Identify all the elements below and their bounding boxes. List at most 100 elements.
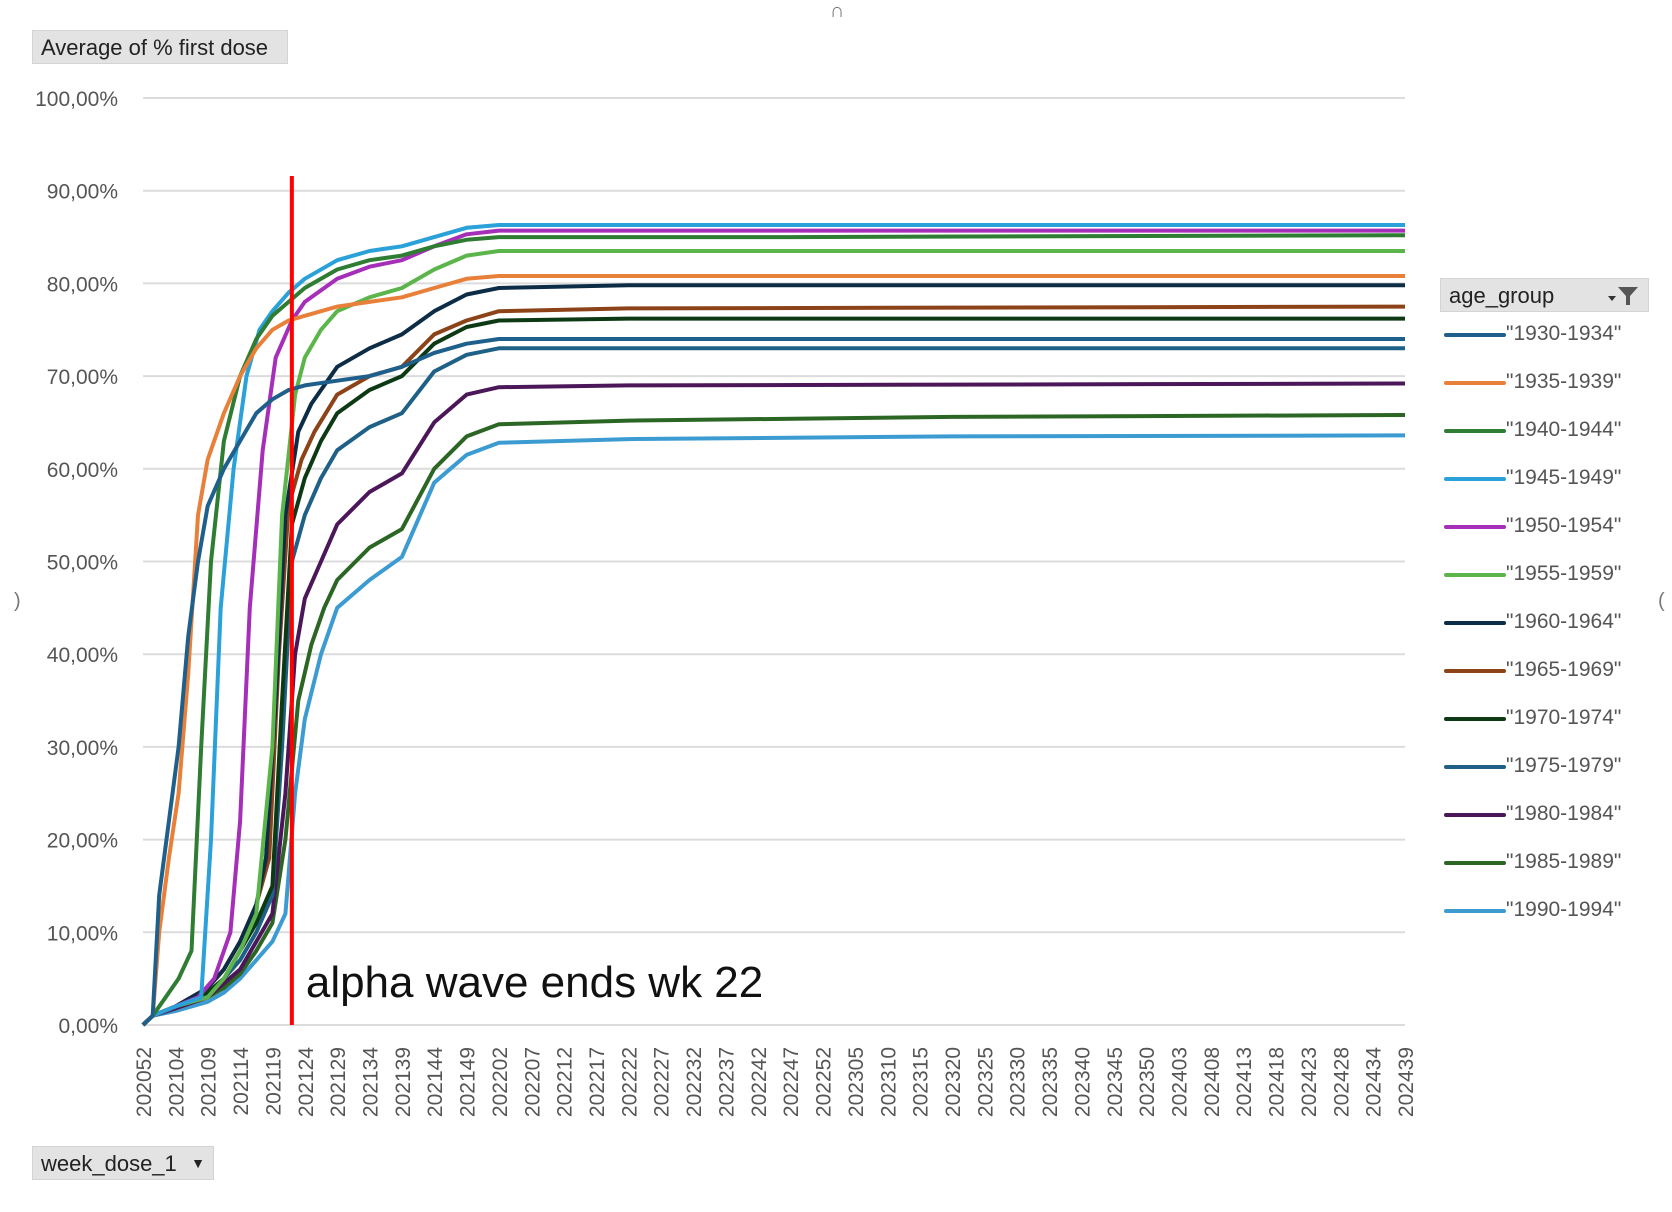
y-tick-label: 60,00% bbox=[47, 459, 118, 482]
legend-label: "1955-1959" bbox=[1506, 562, 1622, 585]
x-tick-label: 202408 bbox=[1201, 1047, 1224, 1117]
legend-swatch bbox=[1444, 909, 1506, 913]
legend-label: "1990-1994" bbox=[1506, 898, 1622, 921]
legend-item[interactable]: "1985-1989" bbox=[1444, 848, 1664, 878]
series-line bbox=[141, 274, 1405, 1027]
x-tick-label: 202232 bbox=[683, 1047, 706, 1117]
legend-item[interactable]: "1935-1939" bbox=[1444, 368, 1664, 398]
x-tick-label: 202217 bbox=[586, 1047, 609, 1117]
x-tick-label: 202242 bbox=[748, 1047, 771, 1117]
y-tick-label: 50,00% bbox=[47, 552, 118, 575]
y-tick-label: 90,00% bbox=[47, 181, 118, 204]
x-tick-label: 202104 bbox=[165, 1047, 188, 1117]
legend-item[interactable]: "1945-1949" bbox=[1444, 464, 1664, 494]
x-tick-label: 202222 bbox=[618, 1047, 641, 1117]
legend-label: "1940-1944" bbox=[1506, 418, 1622, 441]
legend-label: "1950-1954" bbox=[1506, 514, 1622, 537]
legend-filter-button[interactable]: age_group bbox=[1440, 278, 1649, 312]
legend-label: "1980-1984" bbox=[1506, 802, 1622, 825]
x-tick-label: 202212 bbox=[554, 1047, 577, 1117]
x-tick-label: 202227 bbox=[651, 1047, 674, 1117]
series-line bbox=[141, 381, 1406, 1027]
x-tick-label: 202119 bbox=[262, 1047, 285, 1116]
legend-item[interactable]: "1975-1979" bbox=[1444, 752, 1664, 782]
y-tick-label: 10,00% bbox=[47, 922, 118, 945]
legend-swatch bbox=[1444, 333, 1506, 337]
legend-swatch bbox=[1444, 861, 1506, 865]
legend-swatch bbox=[1444, 381, 1506, 385]
x-tick-label: 202144 bbox=[424, 1047, 447, 1117]
x-tick-label: 202129 bbox=[327, 1047, 350, 1117]
x-tick-label: 202310 bbox=[877, 1047, 900, 1117]
legend-swatch bbox=[1444, 573, 1506, 577]
x-tick-label: 202428 bbox=[1330, 1047, 1353, 1117]
legend-label: "1945-1949" bbox=[1506, 466, 1622, 489]
y-tick-label: 100,00% bbox=[35, 88, 118, 111]
legend-item[interactable]: "1965-1969" bbox=[1444, 656, 1664, 686]
x-tick-label: 202252 bbox=[813, 1047, 836, 1117]
x-tick-label: 202134 bbox=[360, 1047, 383, 1117]
x-tick-label: 202124 bbox=[295, 1047, 318, 1117]
x-tick-label: 202434 bbox=[1363, 1047, 1386, 1117]
x-tick-label: 202320 bbox=[942, 1047, 965, 1117]
legend-item[interactable]: "1940-1944" bbox=[1444, 416, 1664, 446]
x-tick-label: 202325 bbox=[974, 1047, 997, 1117]
annotation-text: alpha wave ends wk 22 bbox=[306, 958, 763, 1007]
y-tick-label: 30,00% bbox=[47, 737, 118, 760]
x-tick-label: 202237 bbox=[715, 1047, 738, 1117]
x-axis-field-button[interactable]: week_dose_1 ▼ bbox=[32, 1146, 214, 1180]
legend-swatch bbox=[1444, 429, 1506, 433]
legend-item[interactable]: "1970-1974" bbox=[1444, 704, 1664, 734]
x-axis-ticks: 202052 202104 202109 202114 202119 202124 2021… bbox=[133, 1047, 1418, 1117]
x-tick-label: 202418 bbox=[1266, 1047, 1289, 1117]
legend-item[interactable]: "1960-1964" bbox=[1444, 608, 1664, 638]
dropdown-arrow-icon: ▼ bbox=[191, 1155, 205, 1171]
x-tick-label: 202305 bbox=[845, 1047, 868, 1117]
legend-swatch bbox=[1444, 525, 1506, 529]
x-axis-field-label: week_dose_1 bbox=[41, 1151, 177, 1176]
legend-item[interactable]: "1930-1934" bbox=[1444, 320, 1664, 350]
legend-label: "1975-1979" bbox=[1506, 754, 1622, 777]
x-tick-label: 202330 bbox=[1007, 1047, 1030, 1117]
legend-label: "1985-1989" bbox=[1506, 850, 1622, 873]
legend-swatch bbox=[1444, 813, 1506, 817]
x-tick-label: 202335 bbox=[1039, 1047, 1062, 1117]
legend-label: "1960-1964" bbox=[1506, 610, 1622, 633]
x-tick-label: 202149 bbox=[457, 1047, 480, 1117]
legend-item[interactable]: "1990-1994" bbox=[1444, 896, 1664, 926]
legend-swatch bbox=[1444, 669, 1506, 673]
measure-field-label: Average of % first dose bbox=[41, 35, 269, 60]
series-line bbox=[141, 233, 1406, 1027]
series-line bbox=[141, 337, 1405, 1027]
y-tick-label: 20,00% bbox=[47, 830, 118, 853]
legend-item[interactable]: "1980-1984" bbox=[1444, 800, 1664, 830]
y-axis-ticks: 0,00% 10,00% 20,00% 30,00% 40,00% 50,00% 60,00… bbox=[35, 88, 118, 1038]
x-tick-label: 202315 bbox=[910, 1047, 933, 1117]
legend-swatch bbox=[1444, 765, 1506, 769]
legend-label: "1935-1939" bbox=[1506, 370, 1622, 393]
y-tick-label: 40,00% bbox=[47, 644, 118, 667]
x-tick-label: 202413 bbox=[1233, 1047, 1256, 1117]
legend-item[interactable]: "1955-1959" bbox=[1444, 560, 1664, 590]
legend-label: "1965-1969" bbox=[1506, 658, 1622, 681]
y-tick-label: 70,00% bbox=[47, 366, 118, 389]
x-tick-label: 202202 bbox=[489, 1047, 512, 1117]
x-tick-label: 202439 bbox=[1395, 1047, 1418, 1117]
x-tick-label: 202403 bbox=[1168, 1047, 1191, 1117]
x-tick-label: 202350 bbox=[1136, 1047, 1159, 1117]
filter-icon bbox=[1606, 284, 1642, 314]
legend-item[interactable]: "1950-1954" bbox=[1444, 512, 1664, 542]
legend-label: "1970-1974" bbox=[1506, 706, 1622, 729]
resize-handle-left[interactable]: ) bbox=[14, 590, 21, 612]
series-line bbox=[141, 316, 1405, 1027]
x-tick-label: 202340 bbox=[1071, 1047, 1094, 1117]
resize-handle-right[interactable]: ( bbox=[1658, 590, 1665, 612]
x-tick-label: 202423 bbox=[1298, 1047, 1321, 1117]
legend-label: "1930-1934" bbox=[1506, 322, 1622, 345]
measure-field-button[interactable]: Average of % first dose bbox=[32, 30, 288, 64]
x-tick-label: 202114 bbox=[230, 1047, 253, 1116]
x-tick-label: 202139 bbox=[392, 1047, 415, 1117]
resize-handle-top[interactable]: ∩ bbox=[830, 0, 845, 22]
legend-swatch bbox=[1444, 717, 1506, 721]
y-tick-label: 0,00% bbox=[58, 1015, 118, 1038]
